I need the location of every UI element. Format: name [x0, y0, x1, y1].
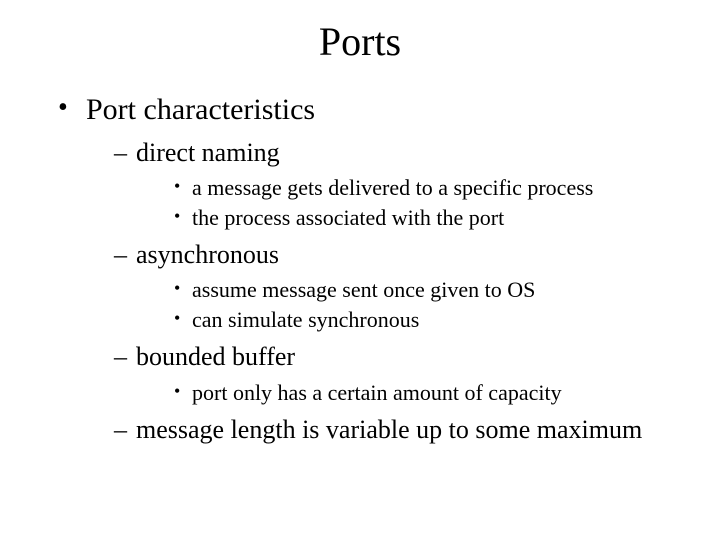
- bullet-list-lvl3: port only has a certain amount of capaci…: [136, 379, 680, 407]
- slide-title: Ports: [40, 18, 680, 65]
- list-item: a message gets delivered to a specific p…: [174, 174, 680, 202]
- lvl1-text: Port characteristics: [86, 93, 315, 126]
- list-item: can simulate synchronous: [174, 306, 680, 334]
- list-item: bounded buffer port only has a certain a…: [114, 341, 680, 406]
- lvl2-text: direct naming: [136, 138, 280, 167]
- list-item: Port characteristics direct naming a mes…: [58, 93, 680, 445]
- list-item: port only has a certain amount of capaci…: [174, 379, 680, 407]
- lvl2-text: asynchronous: [136, 240, 279, 269]
- list-item: the process associated with the port: [174, 204, 680, 232]
- lvl2-text: message length is variable up to some ma…: [136, 415, 642, 444]
- lvl3-text: port only has a certain amount of capaci…: [192, 380, 562, 405]
- lvl3-text: can simulate synchronous: [192, 307, 419, 332]
- lvl2-text: bounded buffer: [136, 342, 295, 371]
- lvl3-text: assume message sent once given to OS: [192, 277, 535, 302]
- lvl3-text: a message gets delivered to a specific p…: [192, 175, 593, 200]
- list-item: message length is variable up to some ma…: [114, 414, 680, 445]
- bullet-list-lvl3: assume message sent once given to OS can…: [136, 276, 680, 333]
- slide: Ports Port characteristics direct naming…: [0, 0, 720, 540]
- bullet-list-lvl2: direct naming a message gets delivered t…: [86, 137, 680, 445]
- bullet-list-lvl3: a message gets delivered to a specific p…: [136, 174, 680, 231]
- lvl3-text: the process associated with the port: [192, 205, 504, 230]
- list-item: asynchronous assume message sent once gi…: [114, 239, 680, 333]
- list-item: direct naming a message gets delivered t…: [114, 137, 680, 231]
- list-item: assume message sent once given to OS: [174, 276, 680, 304]
- bullet-list-lvl1: Port characteristics direct naming a mes…: [40, 93, 680, 445]
